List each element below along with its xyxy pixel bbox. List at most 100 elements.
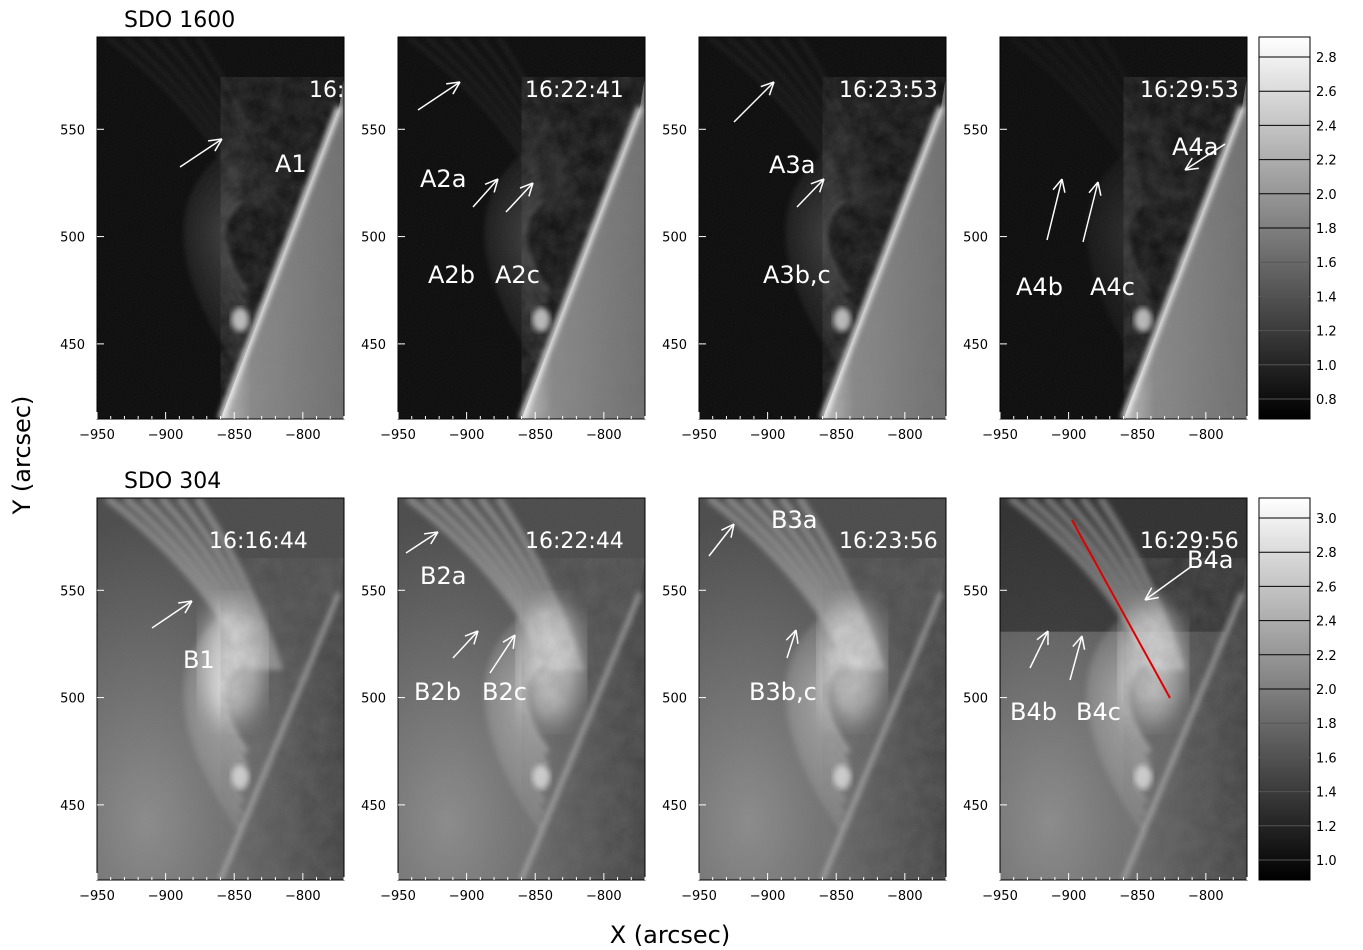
arrow-icon [505, 182, 534, 213]
y-tick-label: 550 [361, 584, 386, 599]
image-panel: −950 −900 −850 −800 550 500 450 16:29:53 A4a A4b A… [963, 36, 1248, 443]
x-tick-label: −850 [517, 889, 553, 904]
arrow-icon [1029, 630, 1049, 669]
colorbar-tick-label: 2.0 [1316, 188, 1337, 203]
x-tick-label: −900 [750, 428, 786, 443]
feature-label: B4c [1076, 698, 1121, 726]
y-tick-label: 450 [361, 799, 386, 814]
x-tick-label: −950 [681, 889, 717, 904]
y-tick-label: 450 [60, 799, 85, 814]
y-tick-label: 500 [60, 231, 85, 246]
image-panel: −950 −900 −850 −800 550 500 450 16:23:53 A3a A3b,… [662, 36, 947, 443]
x-tick-label: −900 [1051, 889, 1087, 904]
y-tick-label: 450 [963, 799, 988, 814]
arrow-icon [151, 600, 193, 629]
y-tick-label: 550 [963, 123, 988, 138]
x-tick-label: −850 [517, 428, 553, 443]
x-tick-label: −850 [216, 428, 252, 443]
y-tick-label: 550 [60, 584, 85, 599]
image-panel: −950 −900 −850 −800 550 500 450 16:22:44 B2a B2b B… [361, 497, 646, 904]
colorbar-tick-label: 1.4 [1316, 786, 1337, 801]
y-tick-label: 550 [662, 123, 687, 138]
image-panel: −950 −900 −850 −800 550 500 450 16:23:56 B3a B3b,… [662, 497, 947, 904]
colorbar-tick-label: 1.2 [1316, 325, 1337, 340]
y-tick-label: 450 [662, 338, 687, 353]
y-tick-label: 550 [60, 123, 85, 138]
red-slit-line [1071, 519, 1171, 699]
colorbar-tick-label: 2.2 [1316, 154, 1337, 169]
y-tick-label: 450 [60, 338, 85, 353]
timestamp-label: 16:22:41 [525, 78, 624, 103]
x-tick-label: −850 [1119, 889, 1155, 904]
x-tick-label: −800 [1188, 428, 1224, 443]
feature-label: A2a [420, 165, 466, 193]
feature-label: B4b [1010, 698, 1057, 726]
feature-label: A3a [769, 151, 815, 179]
row-title: SDO 304 [124, 469, 221, 494]
arrow-icon [1082, 181, 1102, 243]
colorbar-tick-label: 2.6 [1316, 85, 1337, 100]
x-tick-label: −800 [586, 428, 622, 443]
feature-label: B3b,c [749, 678, 817, 706]
timestamp-label: 16:23:53 [839, 78, 938, 103]
x-tick-label: −850 [818, 889, 854, 904]
y-axis-label: Y (arcsec) [8, 396, 36, 516]
arrow-icon [179, 138, 223, 168]
colorbar-tick-label: 1.4 [1316, 290, 1337, 305]
feature-label: A4c [1090, 273, 1135, 301]
feature-label: A3b,c [763, 261, 831, 289]
colorbar-tick-label: 1.0 [1316, 359, 1337, 374]
x-tick-label: −900 [148, 428, 184, 443]
colorbar-tick-label: 2.8 [1316, 51, 1337, 66]
arrow-icon [1069, 635, 1086, 681]
colorbar-tick-label: 2.2 [1316, 649, 1337, 664]
x-tick-label: −900 [449, 428, 485, 443]
x-tick-label: −950 [79, 428, 115, 443]
colorbar-tick-label: 1.2 [1316, 820, 1337, 835]
feature-label: A2b [428, 261, 475, 289]
arrow-icon [405, 531, 439, 554]
colorbar-tick-label: 1.6 [1316, 256, 1337, 271]
x-tick-label: −800 [586, 889, 622, 904]
y-tick-label: 500 [963, 692, 988, 707]
x-tick-label: −950 [79, 889, 115, 904]
y-tick-label: 550 [662, 584, 687, 599]
x-tick-label: −950 [681, 428, 717, 443]
y-tick-label: 500 [60, 692, 85, 707]
timestamp-label: 16:23:56 [839, 529, 938, 554]
arrow-icon [1184, 143, 1226, 171]
colorbar-tick-label: 3.0 [1316, 512, 1337, 527]
image-panel: −950 −900 −850 −800 550 500 450 16:16:41 A1 [60, 36, 408, 443]
colorbar-tick-label: 0.8 [1316, 393, 1337, 408]
y-tick-label: 500 [662, 692, 687, 707]
feature-label: A4b [1016, 273, 1063, 301]
x-tick-label: −950 [380, 428, 416, 443]
y-tick-label: 550 [361, 123, 386, 138]
feature-label: A4a [1172, 133, 1218, 161]
arrow-icon [1046, 178, 1066, 241]
x-tick-label: −950 [982, 889, 1018, 904]
arrow-icon [708, 523, 735, 557]
feature-label: A1 [275, 150, 307, 178]
colorbar-tick-label: 2.4 [1316, 615, 1337, 630]
image-panel: −950 −900 −850 −800 550 500 450 16:22:41 A2a A2b A… [361, 36, 646, 443]
y-tick-label: 500 [963, 231, 988, 246]
colorbar: 3.0 2.8 2.6 2.4 2.2 2.0 1.8 1.6 1.4 1.2 1.0 [1258, 497, 1337, 881]
feature-label: B2b [414, 678, 461, 706]
timestamp-label: 16:22:44 [525, 529, 624, 554]
x-tick-label: −850 [216, 889, 252, 904]
x-tick-label: −950 [982, 428, 1018, 443]
arrow-icon [452, 630, 479, 659]
x-tick-label: −950 [380, 889, 416, 904]
arrow-icon [785, 629, 799, 659]
arrow-icon [796, 178, 825, 208]
timestamp-label: 16:29:53 [1140, 78, 1239, 103]
y-tick-label: 500 [361, 231, 386, 246]
colorbar-tick-label: 2.4 [1316, 119, 1337, 134]
x-tick-label: −800 [887, 889, 923, 904]
colorbar-tick-label: 2.6 [1316, 580, 1337, 595]
arrow-icon [489, 634, 516, 674]
colorbar: 2.8 2.6 2.4 2.2 2.0 1.8 1.6 1.4 1.2 1.0 0.8 [1258, 36, 1337, 420]
timestamp-label: 16:16:41 [309, 78, 408, 103]
